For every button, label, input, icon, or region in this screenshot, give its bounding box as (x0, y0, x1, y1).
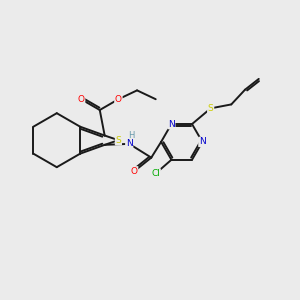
Text: N: N (126, 140, 133, 148)
Text: O: O (78, 95, 85, 104)
Text: H: H (128, 130, 135, 140)
Text: O: O (115, 95, 122, 104)
Text: S: S (116, 136, 121, 145)
Text: O: O (130, 167, 138, 176)
Text: S: S (208, 104, 214, 113)
Text: Cl: Cl (151, 169, 160, 178)
Text: N: N (168, 120, 175, 129)
Text: N: N (199, 137, 206, 146)
